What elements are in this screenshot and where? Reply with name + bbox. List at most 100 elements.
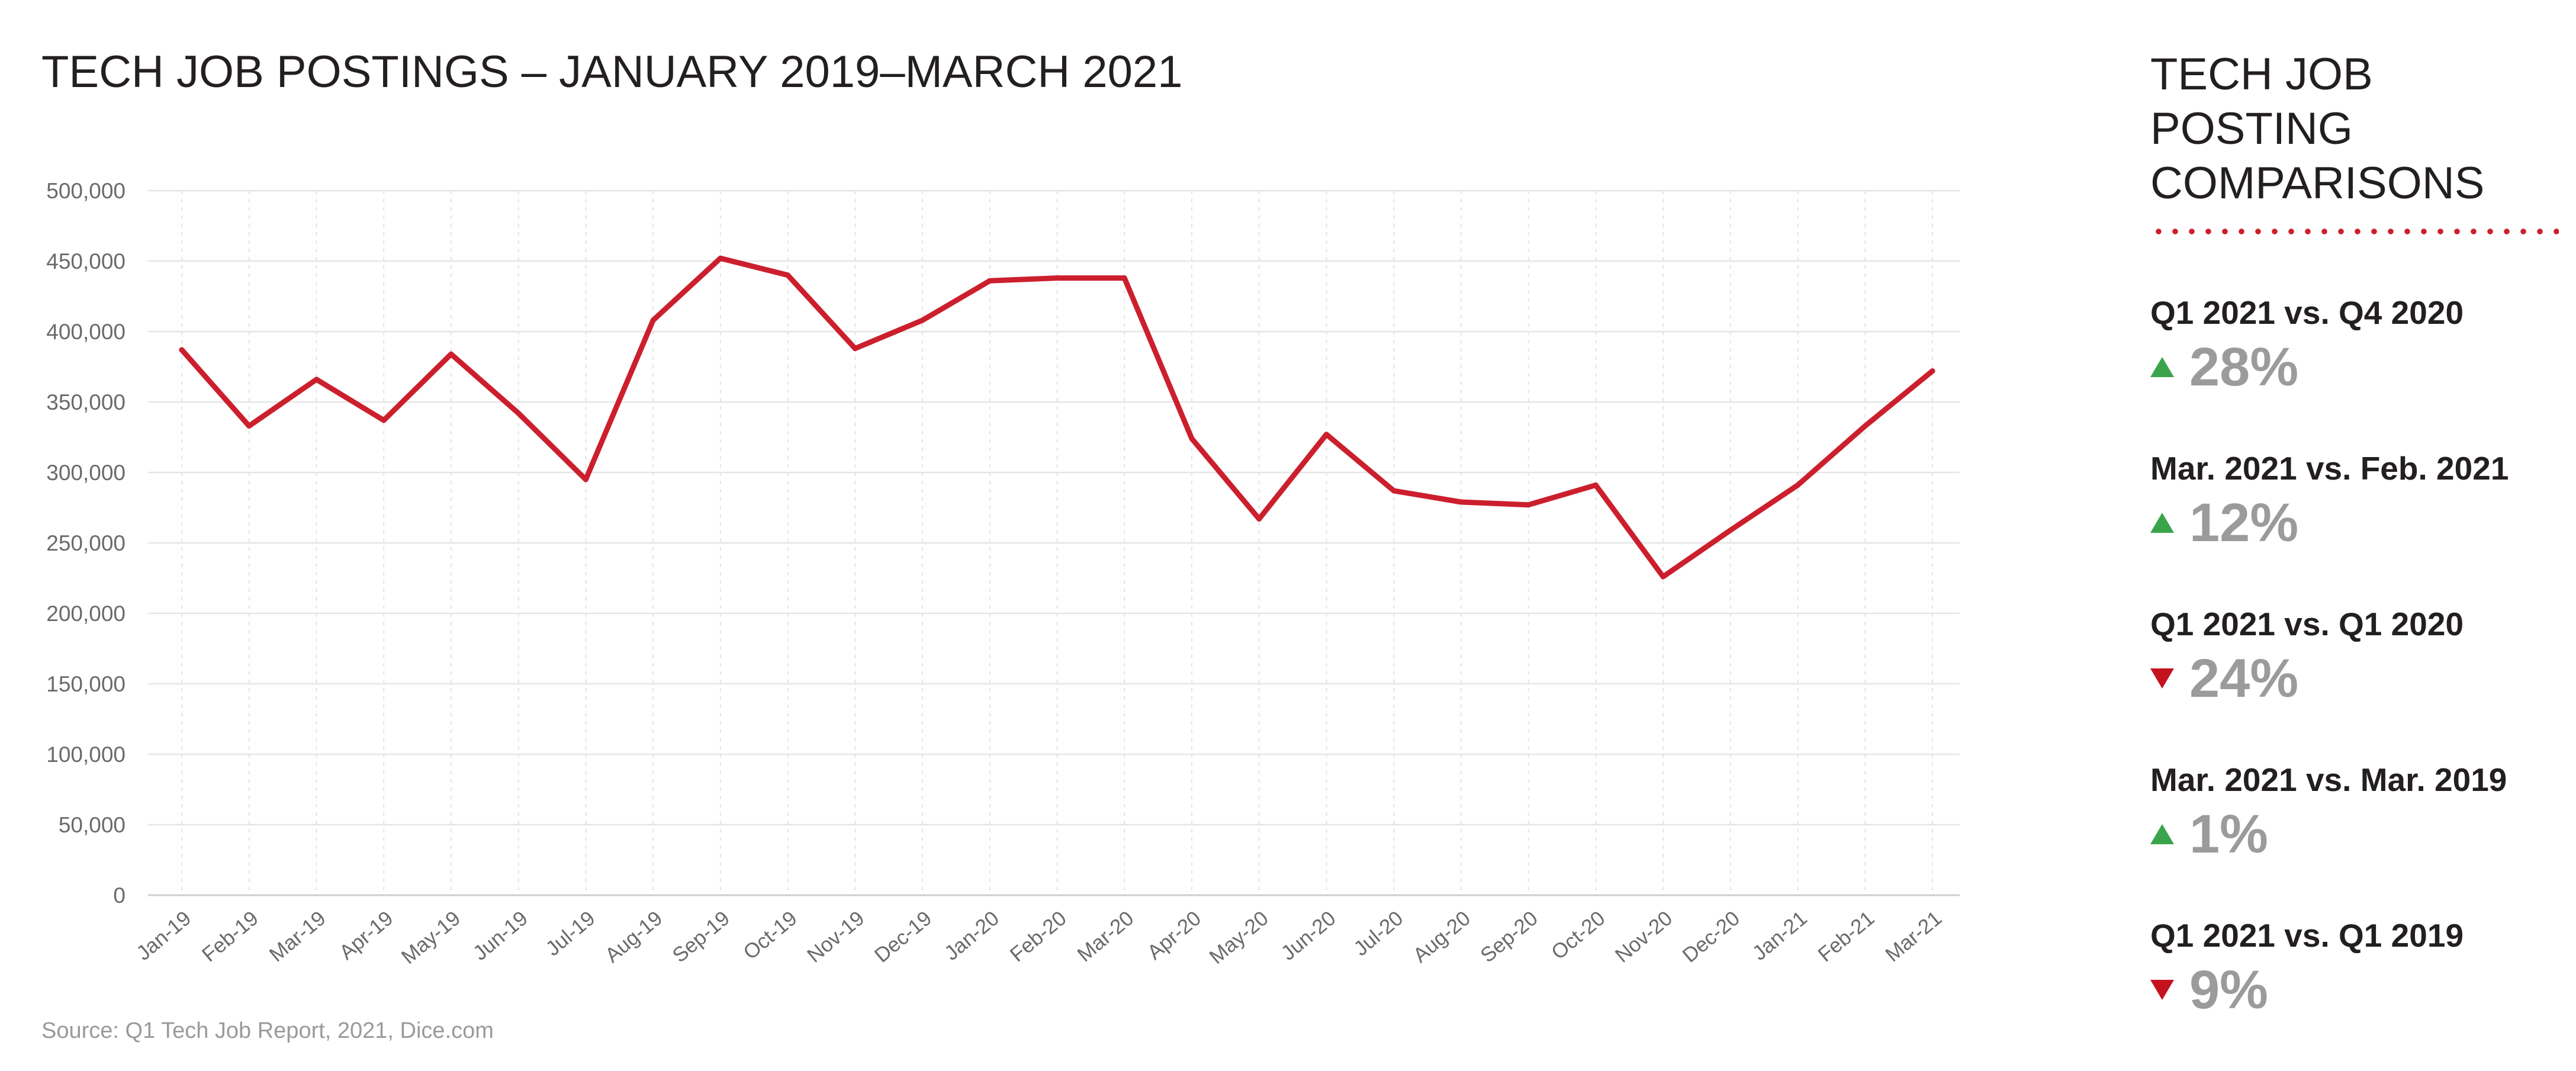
comparison-item: Q1 2021 vs. Q4 2020 28%	[2150, 294, 2464, 397]
up-arrow-icon	[2150, 513, 2174, 533]
x-tick-label: Nov-19	[803, 906, 869, 967]
x-tick-label: Mar-21	[1881, 906, 1946, 966]
y-tick-label: 150,000	[46, 672, 126, 696]
data-point	[1660, 574, 1666, 580]
x-tick-label: Feb-19	[198, 906, 263, 966]
x-tick-label: Jan-19	[132, 906, 195, 965]
comparison-label: Mar. 2021 vs. Mar. 2019	[2150, 761, 2507, 798]
comparison-value: 28%	[2189, 337, 2299, 397]
comparison-title-line-1: TECH JOB POSTING	[2150, 49, 2373, 154]
comparison-panel: TECH JOB POSTING COMPARISONS Q1 2021 vs.…	[2150, 47, 2565, 1019]
data-point	[1593, 482, 1599, 488]
x-axis-ticks: Jan-19 Feb-19 Mar-19 Apr-19 May-19 Jun-19 Jul-…	[132, 906, 1946, 969]
comparison-value: 9%	[2189, 960, 2268, 1020]
x-tick-label: Nov-20	[1611, 906, 1677, 967]
x-tick-label: Mar-20	[1073, 906, 1138, 966]
data-point	[1929, 368, 1935, 374]
x-tick-label: Mar-19	[265, 906, 330, 966]
comparison-value: 24%	[2189, 648, 2299, 709]
y-tick-label: 500,000	[46, 179, 126, 203]
y-tick-label: 250,000	[46, 531, 126, 555]
data-point	[987, 278, 993, 284]
comparison-value-row: 9%	[2150, 960, 2464, 1019]
comparison-label: Q1 2021 vs. Q1 2019	[2150, 917, 2464, 954]
data-point	[246, 423, 252, 429]
comparison-item: Mar. 2021 vs. Mar. 2019 1%	[2150, 761, 2507, 864]
data-point	[650, 317, 656, 323]
comparison-item: Q1 2021 vs. Q1 2019 9%	[2150, 916, 2464, 1019]
source-note: Source: Q1 Tech Job Report, 2021, Dice.c…	[41, 1018, 494, 1043]
x-tick-label: Aug-20	[1408, 906, 1475, 967]
down-arrow-icon	[2150, 668, 2174, 689]
x-tick-label: Sep-19	[668, 906, 734, 967]
data-point	[179, 347, 185, 353]
x-tick-label: Feb-20	[1006, 906, 1071, 966]
x-tick-label: Oct-20	[1547, 906, 1610, 964]
data-point	[718, 255, 723, 261]
y-tick-label: 350,000	[46, 390, 126, 414]
data-point	[1189, 436, 1195, 442]
y-axis-ticks: 0 50,000 100,000 150,000 200,000 250,000 300,0…	[46, 179, 126, 908]
x-tick-label: Feb-21	[1813, 906, 1879, 966]
comparison-label: Mar. 2021 vs. Feb. 2021	[2150, 450, 2509, 487]
y-tick-label: 0	[113, 883, 126, 908]
comparison-item: Q1 2021 vs. Q1 2020 24%	[2150, 605, 2464, 708]
x-tick-label: Aug-19	[601, 906, 667, 967]
data-point	[448, 351, 454, 357]
comparison-value-row: 24%	[2150, 649, 2464, 708]
x-tick-label: Dec-20	[1678, 906, 1744, 967]
comparison-value-row: 1%	[2150, 805, 2507, 864]
x-tick-label: Jan-20	[940, 906, 1004, 965]
comparison-title-line-2: COMPARISONS	[2150, 158, 2485, 208]
x-tick-label: Jun-20	[1277, 906, 1340, 965]
data-point	[1256, 516, 1262, 522]
data-point	[1121, 275, 1127, 281]
y-tick-label: 400,000	[46, 320, 126, 344]
y-tick-label: 50,000	[59, 813, 126, 837]
y-tick-label: 300,000	[46, 461, 126, 485]
y-tick-label: 200,000	[46, 602, 126, 626]
comparison-value-row: 28%	[2150, 337, 2464, 397]
data-point	[1795, 482, 1801, 488]
x-tick-label: Jun-19	[469, 906, 532, 965]
x-tick-label: May-20	[1205, 906, 1272, 969]
x-tick-label: Apr-19	[335, 906, 398, 964]
comparison-panel-title: TECH JOB POSTING COMPARISONS	[2150, 47, 2565, 211]
data-point	[1526, 502, 1532, 508]
gridlines	[148, 189, 1960, 896]
x-tick-label: Jul-19	[541, 906, 599, 960]
up-arrow-icon	[2150, 824, 2174, 844]
dotted-divider	[2150, 229, 2559, 234]
data-point	[1862, 423, 1868, 429]
data-point	[785, 272, 791, 278]
x-tick-label: Apr-20	[1143, 906, 1206, 964]
data-point	[1458, 499, 1464, 505]
x-tick-label: Jan-21	[1748, 906, 1812, 965]
data-point	[852, 346, 858, 352]
series-line-layer	[179, 255, 1935, 580]
data-point	[1728, 528, 1734, 533]
data-point	[1054, 275, 1060, 281]
comparison-label: Q1 2021 vs. Q1 2020	[2150, 606, 2464, 642]
x-tick-label: Jul-20	[1349, 906, 1407, 960]
x-tick-label: Oct-19	[739, 906, 802, 964]
data-point	[313, 377, 319, 382]
data-point	[1323, 432, 1329, 438]
chart-title: TECH JOB POSTINGS – JANUARY 2019–MARCH 2…	[41, 47, 1183, 97]
comparison-value: 12%	[2189, 493, 2299, 553]
comparison-label: Q1 2021 vs. Q4 2020	[2150, 294, 2464, 331]
comparison-value: 1%	[2189, 804, 2268, 864]
x-tick-label: Sep-20	[1476, 906, 1542, 967]
x-tick-label: May-19	[397, 906, 465, 969]
y-tick-label: 450,000	[46, 249, 126, 274]
y-tick-label: 100,000	[46, 742, 126, 767]
data-point	[516, 410, 522, 416]
comparison-value-row: 12%	[2150, 493, 2509, 552]
data-point	[919, 317, 925, 323]
x-tick-label: Dec-19	[870, 906, 937, 967]
data-point	[583, 477, 588, 483]
up-arrow-icon	[2150, 357, 2174, 377]
down-arrow-icon	[2150, 980, 2174, 1000]
data-point	[1391, 488, 1397, 494]
